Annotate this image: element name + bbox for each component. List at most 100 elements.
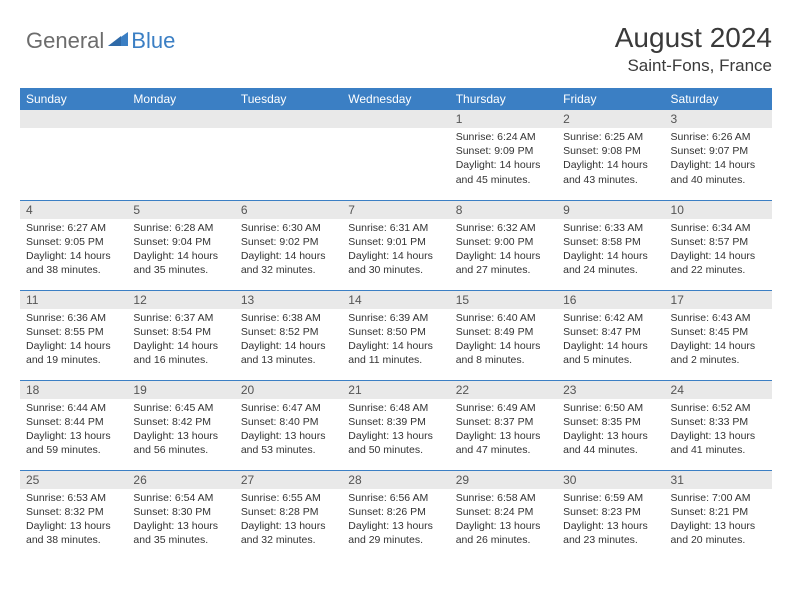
- weekday-header: Monday: [127, 88, 234, 110]
- day-number: 24: [665, 381, 772, 399]
- sunrise-text: Sunrise: 6:59 AM: [563, 491, 658, 505]
- day-details: Sunrise: 6:39 AMSunset: 8:50 PMDaylight:…: [342, 309, 449, 372]
- day-number: 29: [450, 471, 557, 489]
- daylight-text: Daylight: 14 hours and 32 minutes.: [241, 249, 336, 277]
- sunrise-text: Sunrise: 6:47 AM: [241, 401, 336, 415]
- calendar-week-row: 25Sunrise: 6:53 AMSunset: 8:32 PMDayligh…: [20, 470, 772, 560]
- day-number: 28: [342, 471, 449, 489]
- sunset-text: Sunset: 9:02 PM: [241, 235, 336, 249]
- calendar-day-cell: 22Sunrise: 6:49 AMSunset: 8:37 PMDayligh…: [450, 380, 557, 470]
- daylight-text: Daylight: 13 hours and 20 minutes.: [671, 519, 766, 547]
- daylight-text: Daylight: 14 hours and 2 minutes.: [671, 339, 766, 367]
- sunrise-text: Sunrise: 6:31 AM: [348, 221, 443, 235]
- day-number: 13: [235, 291, 342, 309]
- daylight-text: Daylight: 14 hours and 38 minutes.: [26, 249, 121, 277]
- calendar-table: Sunday Monday Tuesday Wednesday Thursday…: [20, 88, 772, 560]
- calendar-day-cell: 27Sunrise: 6:55 AMSunset: 8:28 PMDayligh…: [235, 470, 342, 560]
- sunset-text: Sunset: 8:54 PM: [133, 325, 228, 339]
- sunrise-text: Sunrise: 6:49 AM: [456, 401, 551, 415]
- day-details: Sunrise: 6:38 AMSunset: 8:52 PMDaylight:…: [235, 309, 342, 372]
- day-details: Sunrise: 7:00 AMSunset: 8:21 PMDaylight:…: [665, 489, 772, 552]
- sunset-text: Sunset: 8:23 PM: [563, 505, 658, 519]
- daylight-text: Daylight: 13 hours and 23 minutes.: [563, 519, 658, 547]
- calendar-day-cell: 15Sunrise: 6:40 AMSunset: 8:49 PMDayligh…: [450, 290, 557, 380]
- sunset-text: Sunset: 9:01 PM: [348, 235, 443, 249]
- sunset-text: Sunset: 9:05 PM: [26, 235, 121, 249]
- sunrise-text: Sunrise: 6:45 AM: [133, 401, 228, 415]
- calendar-day-cell: 19Sunrise: 6:45 AMSunset: 8:42 PMDayligh…: [127, 380, 234, 470]
- weekday-header: Saturday: [665, 88, 772, 110]
- weekday-header: Tuesday: [235, 88, 342, 110]
- calendar-day-cell: 28Sunrise: 6:56 AMSunset: 8:26 PMDayligh…: [342, 470, 449, 560]
- sunset-text: Sunset: 9:07 PM: [671, 144, 766, 158]
- sunset-text: Sunset: 8:44 PM: [26, 415, 121, 429]
- daylight-text: Daylight: 14 hours and 22 minutes.: [671, 249, 766, 277]
- sunset-text: Sunset: 8:52 PM: [241, 325, 336, 339]
- calendar-body: 1Sunrise: 6:24 AMSunset: 9:09 PMDaylight…: [20, 110, 772, 560]
- day-number: 6: [235, 201, 342, 219]
- sunset-text: Sunset: 8:26 PM: [348, 505, 443, 519]
- calendar-day-cell: 7Sunrise: 6:31 AMSunset: 9:01 PMDaylight…: [342, 200, 449, 290]
- day-details: Sunrise: 6:43 AMSunset: 8:45 PMDaylight:…: [665, 309, 772, 372]
- calendar-day-cell: 8Sunrise: 6:32 AMSunset: 9:00 PMDaylight…: [450, 200, 557, 290]
- sunset-text: Sunset: 8:32 PM: [26, 505, 121, 519]
- sunrise-text: Sunrise: 6:52 AM: [671, 401, 766, 415]
- sunset-text: Sunset: 8:30 PM: [133, 505, 228, 519]
- sunrise-text: Sunrise: 6:32 AM: [456, 221, 551, 235]
- day-number: 8: [450, 201, 557, 219]
- calendar-day-cell: 21Sunrise: 6:48 AMSunset: 8:39 PMDayligh…: [342, 380, 449, 470]
- daylight-text: Daylight: 13 hours and 47 minutes.: [456, 429, 551, 457]
- header: General Blue August 2024 Saint-Fons, Fra…: [20, 22, 772, 76]
- calendar-day-cell: 16Sunrise: 6:42 AMSunset: 8:47 PMDayligh…: [557, 290, 664, 380]
- calendar-day-cell: 4 Sunrise: 6:27 AMSunset: 9:05 PMDaylight…: [20, 200, 127, 290]
- day-details: Sunrise: 6:40 AMSunset: 8:49 PMDaylight:…: [450, 309, 557, 372]
- day-details: Sunrise: 6:37 AMSunset: 8:54 PMDaylight:…: [127, 309, 234, 372]
- weekday-header: Friday: [557, 88, 664, 110]
- day-details: Sunrise: 6:24 AMSunset: 9:09 PMDaylight:…: [450, 128, 557, 191]
- sunset-text: Sunset: 8:47 PM: [563, 325, 658, 339]
- sunrise-text: Sunrise: 6:50 AM: [563, 401, 658, 415]
- daylight-text: Daylight: 14 hours and 40 minutes.: [671, 158, 766, 186]
- sunrise-text: Sunrise: 6:53 AM: [26, 491, 121, 505]
- calendar-day-cell: 17Sunrise: 6:43 AMSunset: 8:45 PMDayligh…: [665, 290, 772, 380]
- daylight-text: Daylight: 14 hours and 11 minutes.: [348, 339, 443, 367]
- daylight-text: Daylight: 14 hours and 24 minutes.: [563, 249, 658, 277]
- daylight-text: Daylight: 13 hours and 59 minutes.: [26, 429, 121, 457]
- day-details: Sunrise: 6:54 AMSunset: 8:30 PMDaylight:…: [127, 489, 234, 552]
- brand-logo: General Blue: [26, 28, 175, 54]
- title-block: August 2024 Saint-Fons, France: [615, 22, 772, 76]
- calendar-day-cell: 20Sunrise: 6:47 AMSunset: 8:40 PMDayligh…: [235, 380, 342, 470]
- day-number: 4: [20, 201, 127, 219]
- sunset-text: Sunset: 8:24 PM: [456, 505, 551, 519]
- day-number: 15: [450, 291, 557, 309]
- day-details: Sunrise: 6:26 AMSunset: 9:07 PMDaylight:…: [665, 128, 772, 191]
- day-number: 12: [127, 291, 234, 309]
- sunset-text: Sunset: 8:45 PM: [671, 325, 766, 339]
- daylight-text: Daylight: 14 hours and 19 minutes.: [26, 339, 121, 367]
- sunrise-text: Sunrise: 6:40 AM: [456, 311, 551, 325]
- month-title: August 2024: [615, 22, 772, 54]
- day-number: 10: [665, 201, 772, 219]
- daylight-text: Daylight: 13 hours and 44 minutes.: [563, 429, 658, 457]
- calendar-week-row: 4Sunrise: 6:27 AMSunset: 9:05 PMDaylight…: [20, 200, 772, 290]
- day-number: 3: [665, 110, 772, 128]
- sunrise-text: Sunrise: 6:37 AM: [133, 311, 228, 325]
- day-number: [127, 110, 234, 128]
- calendar-day-cell: 14Sunrise: 6:39 AMSunset: 8:50 PMDayligh…: [342, 290, 449, 380]
- brand-part1: General: [26, 28, 104, 54]
- daylight-text: Daylight: 13 hours and 50 minutes.: [348, 429, 443, 457]
- sunset-text: Sunset: 9:09 PM: [456, 144, 551, 158]
- day-details: Sunrise: 6:25 AMSunset: 9:08 PMDaylight:…: [557, 128, 664, 191]
- calendar-day-cell: 12Sunrise: 6:37 AMSunset: 8:54 PMDayligh…: [127, 290, 234, 380]
- sunrise-text: Sunrise: 6:43 AM: [671, 311, 766, 325]
- calendar-day-cell: 23Sunrise: 6:50 AMSunset: 8:35 PMDayligh…: [557, 380, 664, 470]
- day-details: Sunrise: 6:47 AMSunset: 8:40 PMDaylight:…: [235, 399, 342, 462]
- calendar-week-row: 11Sunrise: 6:36 AMSunset: 8:55 PMDayligh…: [20, 290, 772, 380]
- sunrise-text: Sunrise: 6:30 AM: [241, 221, 336, 235]
- sunrise-text: Sunrise: 6:55 AM: [241, 491, 336, 505]
- sunrise-text: Sunrise: 6:27 AM: [26, 221, 121, 235]
- day-details: Sunrise: 6:55 AMSunset: 8:28 PMDaylight:…: [235, 489, 342, 552]
- sunrise-text: Sunrise: 6:42 AM: [563, 311, 658, 325]
- calendar-day-cell: 10Sunrise: 6:34 AMSunset: 8:57 PMDayligh…: [665, 200, 772, 290]
- day-details: Sunrise: 6:50 AMSunset: 8:35 PMDaylight:…: [557, 399, 664, 462]
